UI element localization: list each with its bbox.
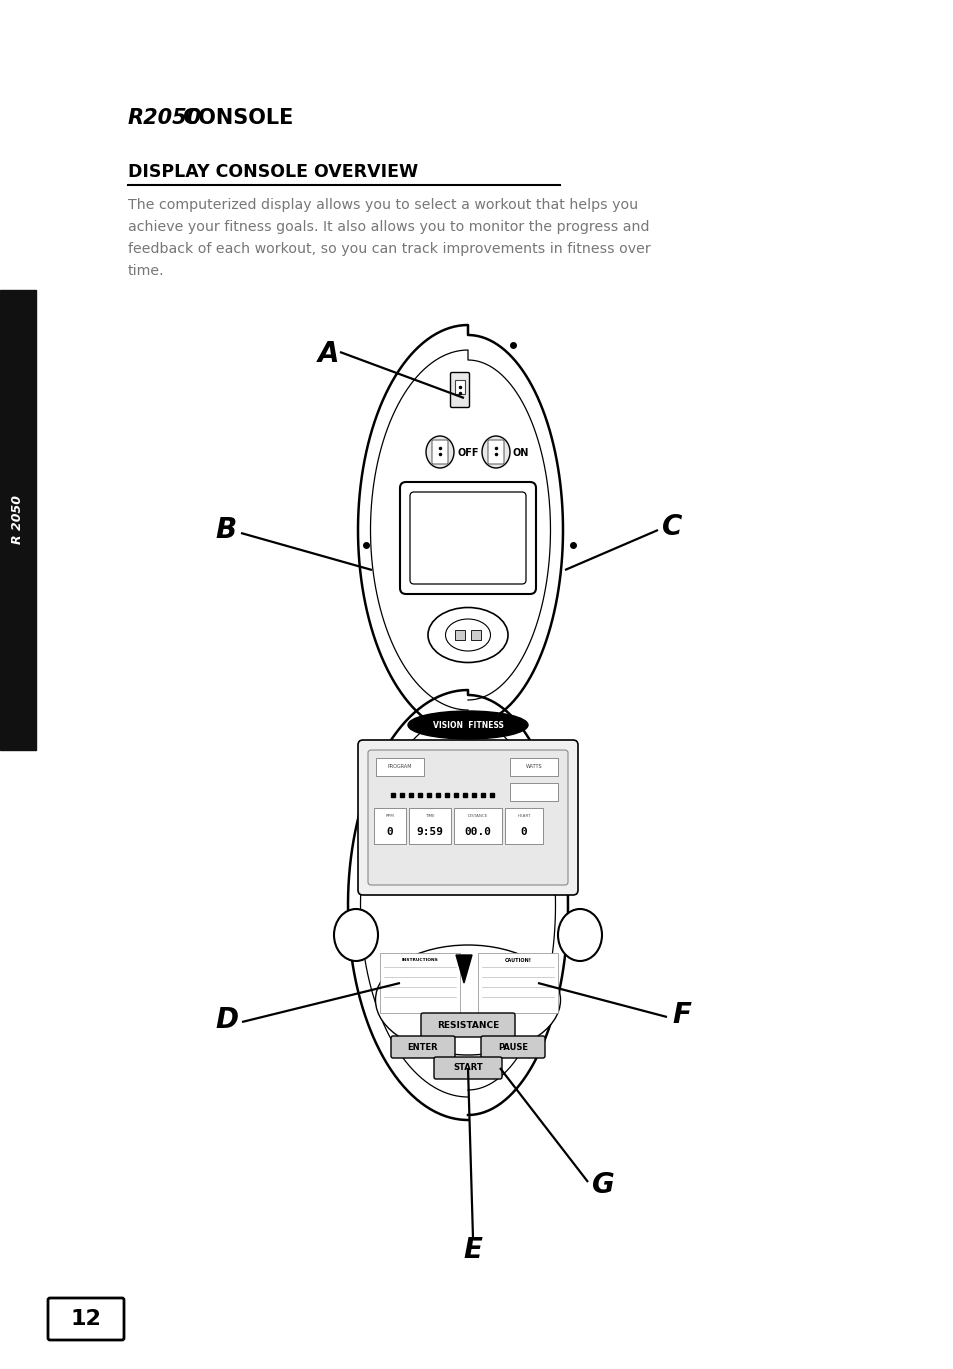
Text: HEART: HEART [517, 815, 530, 819]
Text: The computerized display allows you to select a workout that helps you: The computerized display allows you to s… [128, 199, 638, 212]
FancyBboxPatch shape [450, 372, 469, 408]
Bar [379, 953, 459, 1013]
Text: ON: ON [513, 448, 529, 459]
Text: PROGRAM: PROGRAM [387, 764, 412, 769]
FancyBboxPatch shape [368, 750, 567, 884]
Text: RESISTANCE: RESISTANCE [436, 1020, 498, 1029]
FancyBboxPatch shape [434, 1057, 501, 1079]
Text: D: D [214, 1006, 237, 1034]
FancyBboxPatch shape [488, 439, 503, 464]
Text: WATTS: WATTS [525, 764, 541, 769]
Text: R 2050: R 2050 [11, 496, 25, 545]
FancyBboxPatch shape [48, 1298, 124, 1340]
Bar [471, 630, 480, 639]
Text: E: E [463, 1236, 482, 1264]
Text: B: B [215, 516, 236, 543]
Text: A: A [317, 340, 339, 368]
Ellipse shape [375, 945, 560, 1055]
Bar [374, 808, 406, 845]
Bar [409, 808, 451, 845]
Text: RPM: RPM [385, 815, 394, 819]
Ellipse shape [558, 909, 601, 961]
Polygon shape [456, 956, 472, 983]
Text: START: START [453, 1064, 482, 1072]
Ellipse shape [445, 619, 490, 652]
FancyBboxPatch shape [420, 1013, 515, 1036]
FancyBboxPatch shape [480, 1036, 544, 1058]
Text: CONSOLE: CONSOLE [183, 108, 294, 127]
Bar [510, 758, 558, 776]
Text: R2050: R2050 [128, 108, 202, 127]
FancyBboxPatch shape [391, 1036, 455, 1058]
Text: achieve your fitness goals. It also allows you to monitor the progress and: achieve your fitness goals. It also allo… [128, 220, 649, 234]
Text: ENTER: ENTER [407, 1043, 437, 1051]
Bar [454, 808, 501, 845]
Text: time.: time. [128, 264, 165, 278]
Ellipse shape [481, 435, 510, 468]
Text: C: C [661, 513, 681, 541]
FancyBboxPatch shape [399, 482, 536, 594]
Bar [455, 381, 464, 394]
Ellipse shape [428, 608, 507, 663]
Ellipse shape [408, 711, 527, 739]
Text: 0: 0 [386, 827, 393, 836]
FancyBboxPatch shape [357, 741, 578, 895]
Polygon shape [348, 690, 567, 1120]
Bar [477, 953, 558, 1013]
Text: G: G [592, 1170, 614, 1199]
Ellipse shape [334, 909, 377, 961]
Text: 12: 12 [71, 1309, 101, 1329]
Text: DISTANCE: DISTANCE [467, 815, 488, 819]
Bar [510, 783, 558, 801]
Text: 0: 0 [520, 827, 527, 836]
Bar [504, 808, 542, 845]
FancyBboxPatch shape [410, 491, 525, 585]
Text: CAUTION!: CAUTION! [504, 957, 531, 962]
Polygon shape [357, 324, 562, 735]
Text: VISION  FITNESS: VISION FITNESS [432, 720, 503, 730]
Text: 9:59: 9:59 [416, 827, 443, 836]
Ellipse shape [426, 435, 454, 468]
Text: F: F [671, 1001, 690, 1029]
Text: PAUSE: PAUSE [497, 1043, 527, 1051]
Bar [0, 290, 36, 750]
Bar [375, 758, 423, 776]
Text: INSTRUCTIONS: INSTRUCTIONS [401, 958, 438, 962]
FancyBboxPatch shape [432, 439, 448, 464]
Text: DISPLAY CONSOLE OVERVIEW: DISPLAY CONSOLE OVERVIEW [128, 163, 417, 181]
Text: TIME: TIME [425, 815, 435, 819]
Text: 00.0: 00.0 [464, 827, 491, 836]
Text: feedback of each workout, so you can track improvements in fitness over: feedback of each workout, so you can tra… [128, 242, 650, 256]
Text: OFF: OFF [457, 448, 479, 459]
Bar [455, 630, 464, 639]
